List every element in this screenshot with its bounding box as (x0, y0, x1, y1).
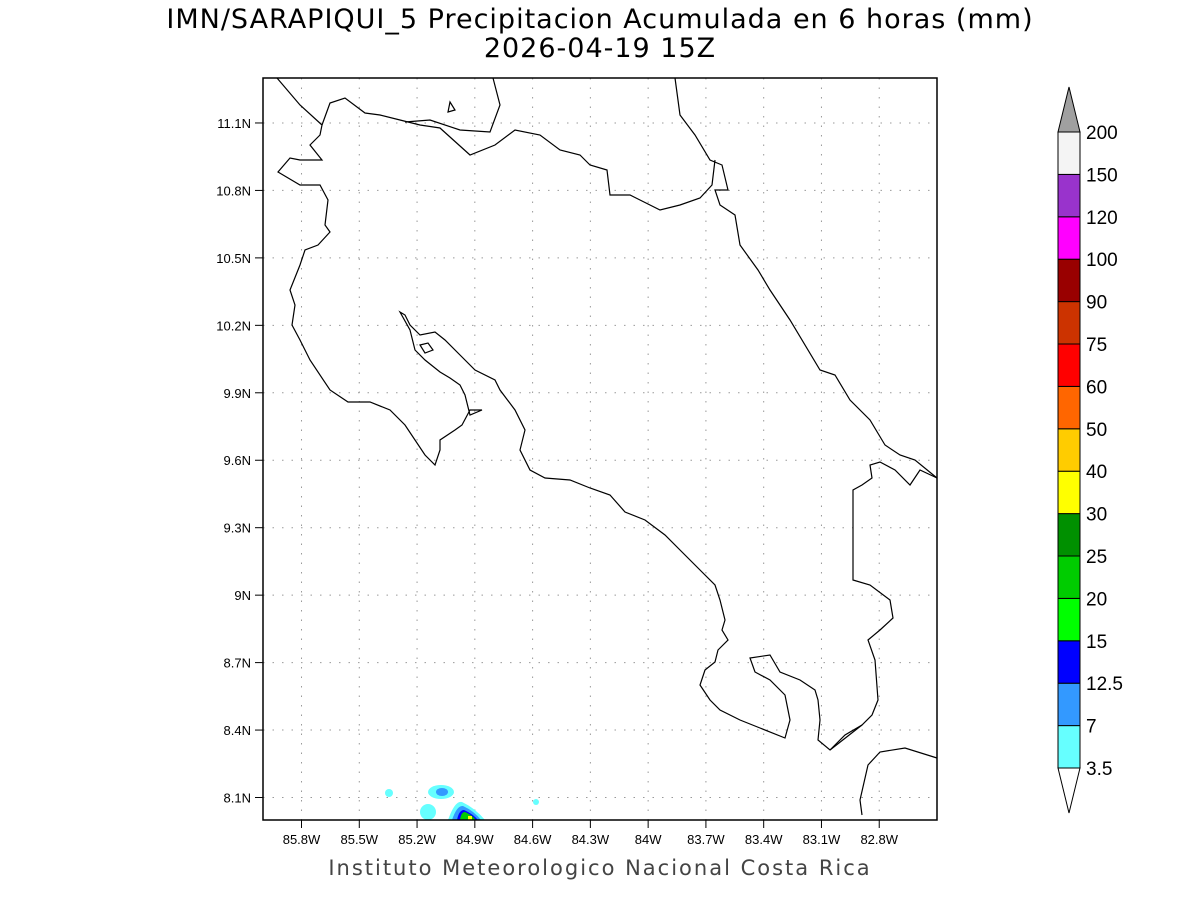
lon-tick-label: 84.3W (572, 832, 610, 847)
lon-tick-label: 85.2W (398, 832, 436, 847)
precip-cell (420, 804, 436, 820)
colorbar-level-label: 200 (1086, 123, 1118, 144)
colorbar-swatch (1057, 343, 1081, 387)
colorbar-level-label: 100 (1086, 250, 1118, 271)
precip-cell (385, 789, 393, 797)
colorbar-swatch (1057, 682, 1081, 727)
colorbar-swatch (1057, 301, 1081, 345)
caribbean-coast (674, 77, 938, 479)
title-line-2: 2026-04-19 15Z (483, 33, 717, 64)
colorbar-swatch (1057, 258, 1081, 303)
colorbar-level-label: 90 (1086, 293, 1107, 314)
colorbar-level-label: 30 (1086, 505, 1107, 526)
title-line-1: IMN/SARAPIQUI_5 Precipitacion Acumulada … (166, 4, 1034, 35)
lat-tick-label: 8.7N (224, 656, 251, 671)
colorbar-level-label: 7 (1086, 717, 1097, 738)
island (419, 342, 434, 354)
colorbar-swatch (1057, 640, 1081, 684)
colorbar-under-arrow (1057, 767, 1081, 814)
lat-tick-label: 10.8N (216, 183, 251, 198)
lon-tick-label: 85.8W (283, 832, 321, 847)
colorbar-level-label: 15 (1086, 632, 1107, 653)
colorbar-swatch (1057, 555, 1081, 599)
axis-ticks: 85.8W 85.5W 85.2W 84.9W 84.6W 84.3W 84W 83.7W 83… (216, 116, 898, 847)
lat-tick-label: 9N (234, 588, 251, 603)
lon-tick-label: 84.9W (456, 832, 494, 847)
panama-coast (829, 724, 863, 751)
lat-tick-label: 11.1N (217, 116, 251, 131)
precip-cell (436, 788, 448, 796)
colorbar-level-label: 25 (1086, 547, 1107, 568)
precip-cell (533, 799, 539, 805)
colorbar-swatch (1057, 513, 1081, 557)
pacific-coast (276, 77, 938, 751)
lon-tick-label: 83.4W (745, 832, 783, 847)
colorbar-level-label: 12.5 (1086, 674, 1123, 695)
lon-tick-label: 83.7W (687, 832, 725, 847)
lat-tick-label: 10.2N (216, 318, 251, 333)
colorbar-level-label: 150 (1086, 165, 1118, 186)
lon-tick-label: 84W (635, 832, 662, 847)
colorbar-level-label: 50 (1086, 420, 1107, 441)
panama-coast (859, 747, 938, 816)
colorbar-level-label: 3.5 (1086, 759, 1112, 780)
colorbar-swatch (1057, 597, 1081, 642)
lat-tick-label: 8.1N (224, 791, 251, 806)
colorbar-swatch (1057, 131, 1081, 175)
gridlines (263, 78, 937, 820)
footer-credit: Instituto Meteorologico Nacional Costa R… (328, 856, 872, 880)
plot-frame (262, 77, 938, 821)
lat-tick-label: 9.9N (224, 386, 251, 401)
lake-nicaragua-shore (404, 77, 501, 133)
colorbar-swatch (1057, 428, 1081, 472)
colorbar-level-label: 40 (1086, 462, 1107, 483)
colorbar-swatch (1057, 173, 1081, 218)
lon-tick-label: 85.5W (340, 832, 378, 847)
colorbar: 3.5 7 12.5 15 20 25 30 40 50 60 75 90 100 120 150 200 (1057, 86, 1123, 814)
colorbar-swatch (1057, 385, 1081, 430)
colorbar-swatch (1057, 216, 1081, 260)
precip-cell (468, 816, 472, 820)
colorbar-swatch (1057, 725, 1081, 769)
lat-tick-label: 10.5N (216, 251, 251, 266)
colorbar-over-arrow (1057, 86, 1081, 133)
nicaragua-border (321, 97, 716, 211)
colorbar-level-label: 60 (1086, 377, 1107, 398)
precipitation-field (385, 785, 539, 820)
coastlines-and-borders (276, 77, 938, 816)
lat-tick-label: 9.3N (224, 521, 251, 536)
island (447, 100, 456, 113)
lon-tick-label: 84.6W (514, 832, 552, 847)
colorbar-level-label: 120 (1086, 208, 1118, 229)
colorbar-level-label: 20 (1086, 589, 1107, 610)
lon-tick-label: 82.8W (860, 832, 898, 847)
lat-tick-label: 8.4N (224, 723, 251, 738)
colorbar-level-label: 75 (1086, 335, 1107, 356)
lon-tick-label: 83.1W (803, 832, 841, 847)
colorbar-swatch (1057, 470, 1081, 515)
lat-tick-label: 9.6N (224, 453, 251, 468)
